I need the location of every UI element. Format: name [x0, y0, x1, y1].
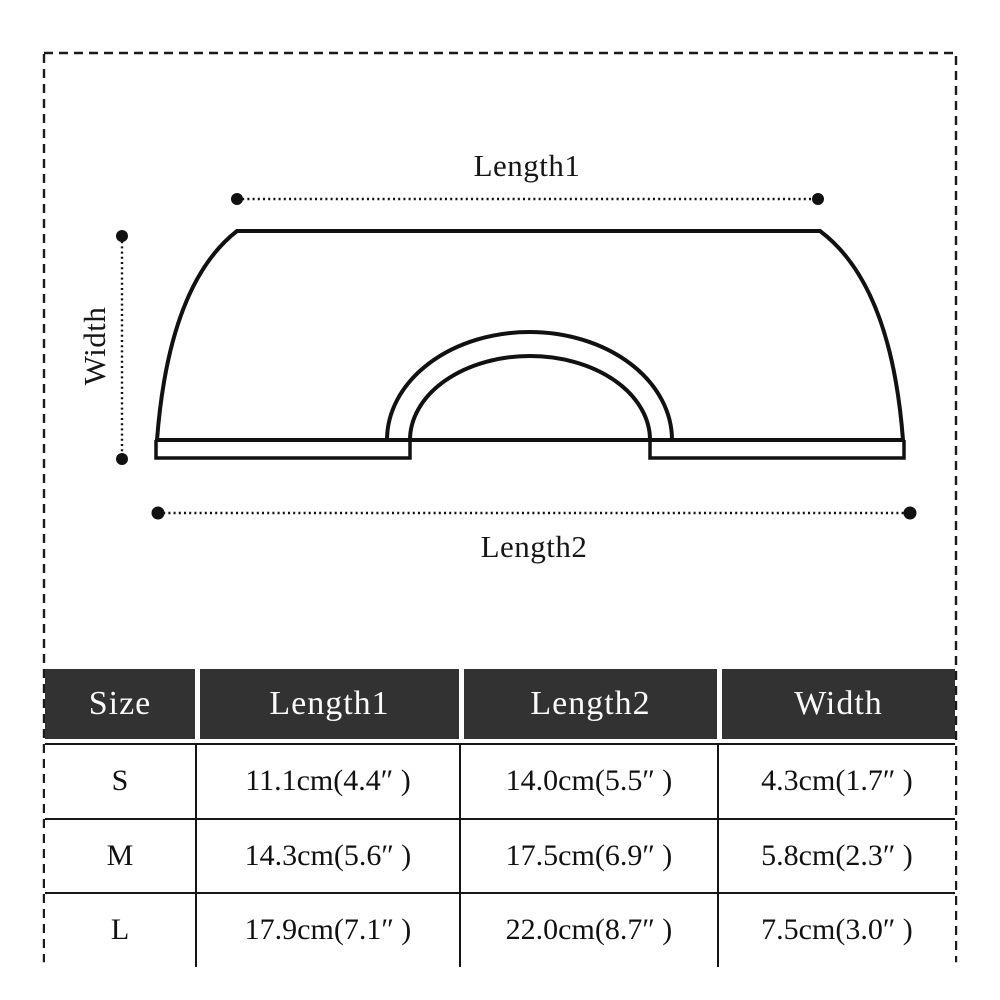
- cell-width: 7.5cm(3.0″ ): [717, 894, 955, 967]
- cell-length1: 17.9cm(7.1″ ): [195, 894, 459, 967]
- size-table-body: S 11.1cm(4.4″ ) 14.0cm(5.5″ ) 4.3cm(1.7″…: [45, 743, 955, 967]
- garment-outline: [154, 229, 906, 442]
- header-cell-length1: Length1: [195, 669, 459, 739]
- cell-length2: 22.0cm(8.7″ ): [459, 894, 717, 967]
- length2-left-dot: [151, 506, 165, 520]
- cell-length1: 14.3cm(5.6″ ): [195, 819, 459, 892]
- cell-width: 4.3cm(1.7″ ): [717, 745, 955, 818]
- arch-inner-curve: [408, 354, 652, 441]
- arch-outer-curve: [385, 330, 674, 441]
- width-label: Width: [77, 306, 112, 386]
- table-row-s: S 11.1cm(4.4″ ) 14.0cm(5.5″ ) 4.3cm(1.7″…: [45, 743, 955, 818]
- cell-size: S: [45, 745, 195, 818]
- length2-label: Length2: [480, 529, 588, 564]
- cell-length1: 11.1cm(4.4″ ): [195, 745, 459, 818]
- header-cell-length2: Length2: [459, 669, 717, 739]
- length1-right-dot: [812, 193, 824, 205]
- width-top-dot: [116, 230, 128, 242]
- hem-band-right: [648, 440, 906, 460]
- cell-length2: 14.0cm(5.5″ ): [459, 745, 717, 818]
- dashed-border: [42, 51, 958, 963]
- table-row-l: L 17.9cm(7.1″ ) 22.0cm(8.7″ ) 7.5cm(3.0″…: [45, 892, 955, 967]
- cell-length2: 17.5cm(6.9″ ): [459, 819, 717, 892]
- length1-left-dot: [231, 193, 243, 205]
- length2-right-dot: [903, 506, 917, 520]
- size-table-header: Size Length1 Length2 Width: [45, 669, 955, 739]
- hem-band-left: [154, 440, 412, 460]
- header-cell-size: Size: [45, 669, 195, 739]
- header-cell-width: Width: [717, 669, 955, 739]
- cell-width: 5.8cm(2.3″ ): [717, 819, 955, 892]
- width-bottom-dot: [116, 453, 128, 465]
- cell-size: M: [45, 819, 195, 892]
- length1-label: Length1: [473, 148, 581, 183]
- cell-size: L: [45, 894, 195, 967]
- table-row-m: M 14.3cm(5.6″ ) 17.5cm(6.9″ ) 5.8cm(2.3″…: [45, 817, 955, 892]
